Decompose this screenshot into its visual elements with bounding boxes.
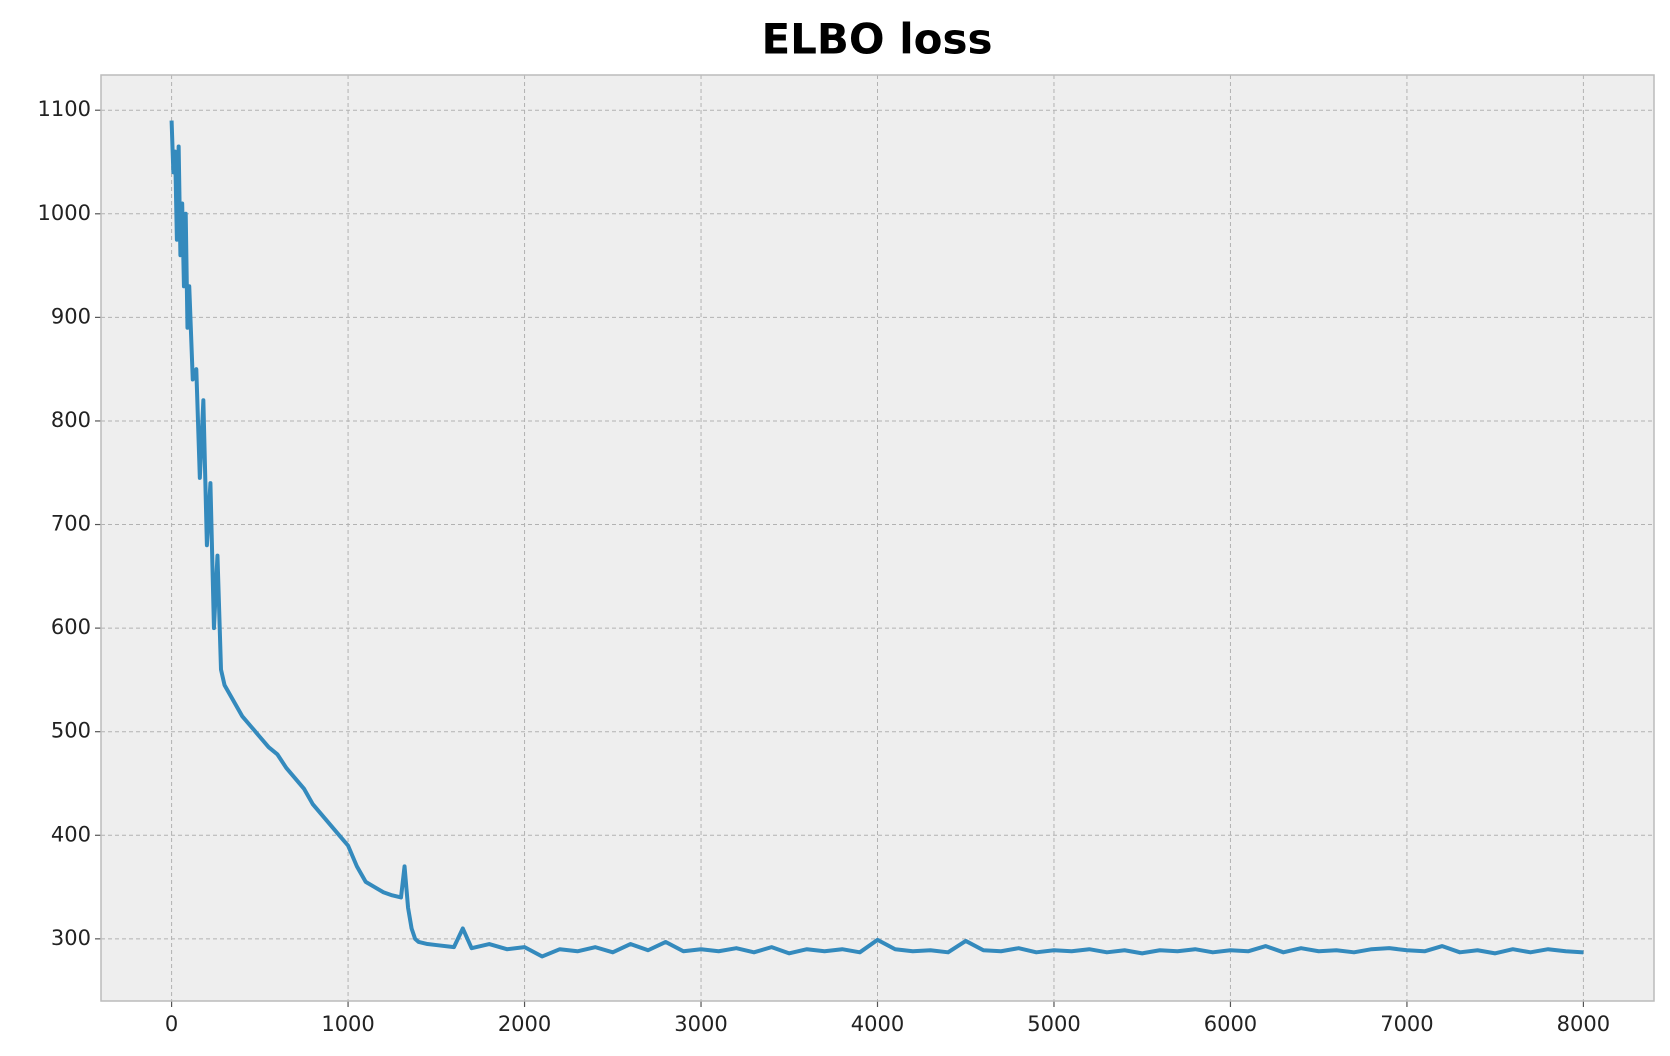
x-tick-label: 8000: [1557, 1012, 1610, 1036]
y-tick-label: 500: [51, 719, 91, 743]
x-tick-label: 3000: [674, 1012, 727, 1036]
grid: [95, 75, 1654, 1007]
x-tick-label: 4000: [851, 1012, 904, 1036]
x-tick-label: 1000: [321, 1012, 374, 1036]
y-tick-label: 600: [51, 615, 91, 639]
x-tick-label: 7000: [1380, 1012, 1433, 1036]
plot-frame: [100, 74, 1655, 1002]
x-tick-label: 6000: [1204, 1012, 1257, 1036]
y-tick-label: 1000: [38, 201, 91, 225]
y-tick-label: 800: [51, 408, 91, 432]
loss-line: [169, 120, 1584, 959]
marks: [169, 120, 1584, 959]
y-tick-label: 1100: [38, 97, 91, 121]
chart-title: ELBO loss: [761, 15, 992, 64]
y-tick-label: 400: [51, 822, 91, 846]
y-tick-label: 700: [51, 512, 91, 536]
x-tick-label: 5000: [1027, 1012, 1080, 1036]
x-tick-label: 2000: [498, 1012, 551, 1036]
x-tick-label: 0: [165, 1012, 178, 1036]
y-tick-label: 300: [51, 926, 91, 950]
y-tick-label: 900: [51, 304, 91, 328]
